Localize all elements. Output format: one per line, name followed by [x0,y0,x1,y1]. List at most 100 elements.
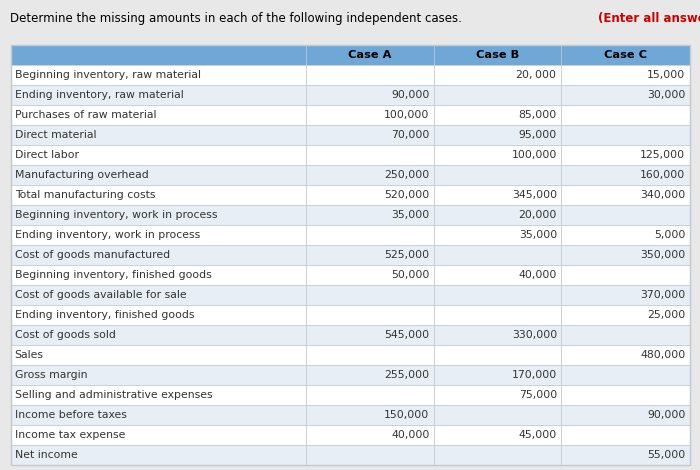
Bar [433,85,561,105]
Text: Beginning inventory, raw material: Beginning inventory, raw material [15,70,201,80]
Bar [10,85,306,105]
Text: 150,000: 150,000 [384,410,429,420]
Text: Total manufacturing costs: Total manufacturing costs [15,190,155,200]
Bar [306,285,433,305]
Bar [10,325,306,345]
Bar [561,205,690,225]
Bar [10,445,306,465]
Bar [306,145,433,165]
Text: 5,000: 5,000 [654,230,685,240]
Text: 55,000: 55,000 [647,450,685,460]
Text: 25,000: 25,000 [647,310,685,320]
Text: Cost of goods available for sale: Cost of goods available for sale [15,290,186,300]
Text: Case A: Case A [348,50,391,60]
Bar [306,165,433,185]
Bar [561,445,690,465]
Text: Gross margin: Gross margin [15,370,88,380]
Text: Sales: Sales [15,350,43,360]
Bar [10,45,306,65]
Text: Direct material: Direct material [15,130,96,140]
Bar [10,405,306,425]
Bar [306,245,433,265]
Bar [306,405,433,425]
Text: 370,000: 370,000 [640,290,685,300]
Bar [561,65,690,85]
Bar [306,345,433,365]
Text: $ 20,000  $: $ 20,000 $ [515,68,557,81]
Bar [10,45,690,465]
Bar [433,45,561,65]
Bar [306,305,433,325]
Text: 90,000: 90,000 [391,90,429,100]
Bar [433,165,561,185]
Bar [306,85,433,105]
Bar [10,165,306,185]
Text: 45,000: 45,000 [519,430,557,440]
Text: 345,000: 345,000 [512,190,557,200]
Bar [433,185,561,205]
Bar [433,445,561,465]
Bar [433,145,561,165]
Text: 100,000: 100,000 [384,110,429,120]
Bar [433,265,561,285]
Text: Case C: Case C [604,50,647,60]
Bar [433,105,561,125]
Bar [433,425,561,445]
Text: 90,000: 90,000 [647,410,685,420]
Bar [10,185,306,205]
Bar [561,345,690,365]
Text: Direct labor: Direct labor [15,150,78,160]
Text: 20,000: 20,000 [519,210,557,220]
Text: 100,000: 100,000 [512,150,557,160]
Bar [306,65,433,85]
Bar [561,245,690,265]
Text: (Enter all answers as positive value.): (Enter all answers as positive value.) [598,12,700,25]
Bar [10,285,306,305]
Bar [561,285,690,305]
Bar [561,305,690,325]
Bar [10,365,306,385]
Text: 525,000: 525,000 [384,250,429,260]
Bar [433,385,561,405]
Text: Purchases of raw material: Purchases of raw material [15,110,156,120]
Text: 160,000: 160,000 [640,170,685,180]
Bar [10,105,306,125]
Bar [561,45,690,65]
Bar [10,245,306,265]
Bar [561,185,690,205]
Text: 255,000: 255,000 [384,370,429,380]
Bar [561,425,690,445]
Text: Beginning inventory, work in process: Beginning inventory, work in process [15,210,217,220]
Bar [10,145,306,165]
Text: 520,000: 520,000 [384,190,429,200]
Bar [433,245,561,265]
Bar [561,405,690,425]
Bar [306,45,433,65]
Bar [10,265,306,285]
Bar [433,225,561,245]
Bar [433,205,561,225]
Bar [306,325,433,345]
Text: 15,000: 15,000 [647,70,685,80]
Bar [10,425,306,445]
Text: 40,000: 40,000 [519,270,557,280]
Text: 545,000: 545,000 [384,330,429,340]
Text: Ending inventory, finished goods: Ending inventory, finished goods [15,310,194,320]
Bar [433,365,561,385]
Text: 480,000: 480,000 [640,350,685,360]
Bar [561,85,690,105]
Text: Selling and administrative expenses: Selling and administrative expenses [15,390,212,400]
Bar [306,265,433,285]
Text: Manufacturing overhead: Manufacturing overhead [15,170,148,180]
Bar [561,225,690,245]
Text: 85,000: 85,000 [519,110,557,120]
Text: Income tax expense: Income tax expense [15,430,125,440]
Bar [561,125,690,145]
Bar [561,365,690,385]
Bar [10,345,306,365]
Text: 250,000: 250,000 [384,170,429,180]
Bar [561,325,690,345]
Bar [561,165,690,185]
Text: 75,000: 75,000 [519,390,557,400]
Text: 35,000: 35,000 [391,210,429,220]
